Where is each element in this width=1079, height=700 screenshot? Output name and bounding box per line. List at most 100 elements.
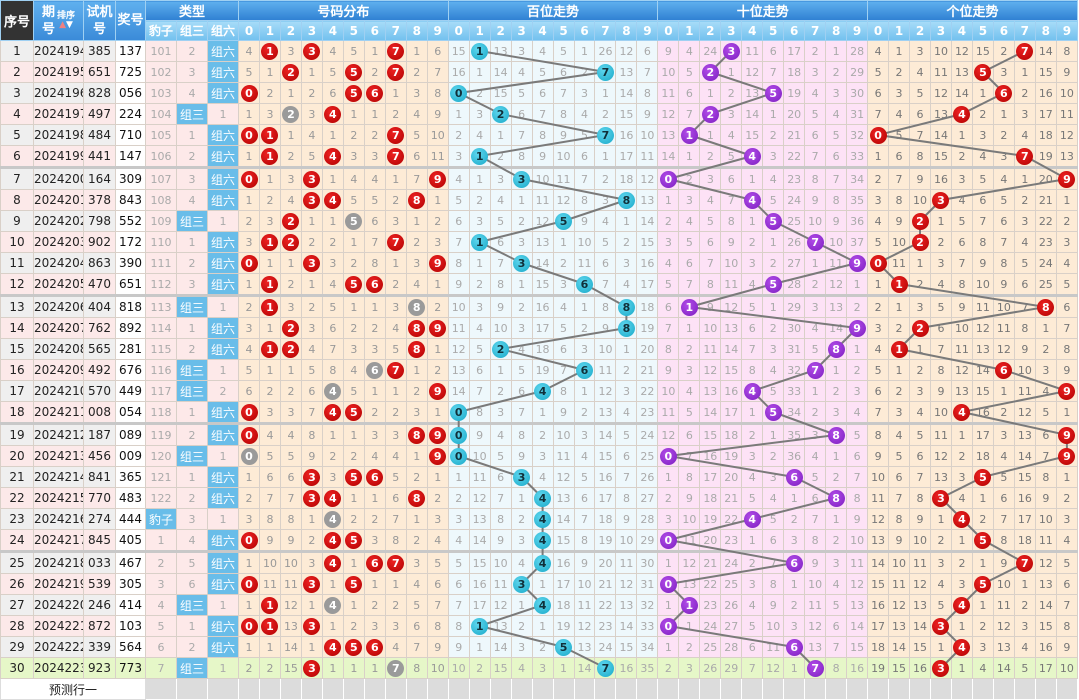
bai-cell: 1 (468, 61, 491, 83)
bai-cell: 16 (615, 124, 638, 146)
dist-cell: 11 (279, 573, 302, 595)
shi-cell: 24 (783, 189, 806, 211)
ge-cell: 7 (888, 166, 911, 190)
prediction-cell[interactable] (510, 678, 533, 700)
dist-cell: 1 (405, 40, 428, 62)
prediction-cell[interactable] (1055, 678, 1079, 700)
shi-cell: 0 (657, 445, 680, 467)
dist-cell: 3 (238, 317, 260, 339)
prediction-cell[interactable] (594, 678, 617, 700)
prediction-cell[interactable] (342, 678, 365, 700)
ge-cell: 10 (1055, 657, 1079, 679)
ge-cell: 2 (909, 231, 931, 253)
ge-cell: 3 (992, 61, 1015, 83)
type-cell-zuliu: 1 (206, 594, 240, 616)
shi-cell: 26 (699, 657, 722, 679)
prediction-cell[interactable] (992, 678, 1015, 700)
prediction-cell[interactable] (489, 678, 512, 700)
dist-hit-ball: 4 (324, 596, 342, 614)
ge-cell: 5 (909, 422, 931, 446)
prediction-cell[interactable] (321, 678, 344, 700)
table-row: 28 2024221 872 103 5 1 组六 0 1 13 3 1 2 3 3 6 8 8 1 13 2 1 19 12… (0, 615, 1079, 637)
prediction-cell[interactable] (238, 678, 260, 700)
row-no: 8 (0, 189, 34, 211)
prediction-cell[interactable] (825, 678, 848, 700)
ge-cell: 10 (1034, 508, 1057, 530)
bai-cell: 3 (447, 508, 470, 530)
prediction-cell[interactable] (405, 678, 428, 700)
row-issue: 2024218 (33, 550, 84, 574)
dist-cell: 7 (384, 657, 407, 679)
prediction-cell[interactable] (636, 678, 659, 700)
row-trial: 651 (83, 61, 116, 83)
shi-cell: 3 (762, 466, 785, 488)
bai-cell: 18 (615, 166, 638, 190)
prediction-cell[interactable] (552, 678, 575, 700)
type-cell-baozi: 1 (145, 529, 177, 552)
prediction-cell[interactable] (699, 678, 722, 700)
ge-cell: 4 (867, 338, 890, 360)
bai-cell: 7 (573, 508, 596, 530)
prediction-cell[interactable] (888, 678, 911, 700)
type-cell-zusan: 6 (176, 573, 208, 595)
sort-down-icon: ▼ (66, 19, 73, 30)
dist-hit-ball: 2 (282, 319, 300, 337)
shi-cell: 32 (846, 124, 869, 146)
bai-cell: 10 (636, 124, 659, 146)
prediction-cell[interactable] (971, 678, 994, 700)
ge-cell: 15 (971, 380, 994, 402)
prediction-cell[interactable] (909, 678, 931, 700)
bai-cell: 2 (468, 657, 491, 679)
dist-hit-ball: 5 (345, 275, 363, 293)
prediction-cell[interactable] (447, 678, 470, 700)
prediction-cell[interactable] (783, 678, 806, 700)
dist-cell: 6 (300, 380, 323, 402)
shi-hit-ball: 5 (764, 84, 782, 102)
prediction-cell[interactable] (300, 678, 323, 700)
prediction-cell[interactable] (804, 678, 827, 700)
prediction-cell[interactable] (678, 678, 701, 700)
prediction-cell[interactable] (867, 678, 890, 700)
prediction-cell[interactable] (657, 678, 680, 700)
prediction-cell[interactable] (279, 678, 302, 700)
shi-cell: 1 (678, 145, 701, 168)
row-trial: 339 (83, 636, 116, 658)
prediction-cell[interactable] (950, 678, 973, 700)
shi-cell: 12 (678, 550, 701, 574)
header-issue[interactable]: 期号 排序 ▲▼ (33, 0, 84, 41)
sort-button[interactable]: 排序 ▲▼ (57, 11, 75, 30)
prediction-cell[interactable] (384, 678, 407, 700)
prediction-cell[interactable] (720, 678, 743, 700)
dist-cell: 6 (363, 636, 386, 658)
prediction-cell[interactable] (258, 678, 281, 700)
bai-cell: 0 (447, 422, 470, 446)
prediction-cell[interactable] (741, 678, 764, 700)
prediction-cell[interactable] (615, 678, 638, 700)
prediction-cell[interactable] (531, 678, 554, 700)
prediction-cell[interactable] (846, 678, 869, 700)
shi-cell: 7 (678, 445, 701, 467)
shi-cell: 5 (804, 103, 827, 125)
prediction-cell[interactable] (145, 678, 177, 700)
prediction-cell[interactable] (573, 678, 596, 700)
shi-cell: 6 (762, 529, 785, 552)
prediction-cell[interactable] (468, 678, 491, 700)
dist-cell: 0 (238, 445, 260, 467)
prediction-cell[interactable] (363, 678, 386, 700)
dist-cell: 8 (405, 317, 428, 339)
row-no: 7 (0, 166, 34, 190)
prediction-cell[interactable] (1013, 678, 1036, 700)
shi-cell: 6 (783, 466, 806, 488)
prediction-cell[interactable] (762, 678, 785, 700)
prediction-cell[interactable] (426, 678, 449, 700)
ge-cell: 10 (1055, 82, 1079, 104)
prediction-cell[interactable] (929, 678, 952, 700)
prediction-cell[interactable] (206, 678, 240, 700)
shi-cell: 2 (741, 550, 764, 574)
dist-cell: 1 (258, 273, 281, 296)
prediction-cell[interactable] (176, 678, 208, 700)
shi-cell: 1 (825, 445, 848, 467)
row-issue: 2024198 (33, 124, 84, 146)
prediction-cell[interactable] (1034, 678, 1057, 700)
shi-cell: 9 (657, 359, 680, 381)
